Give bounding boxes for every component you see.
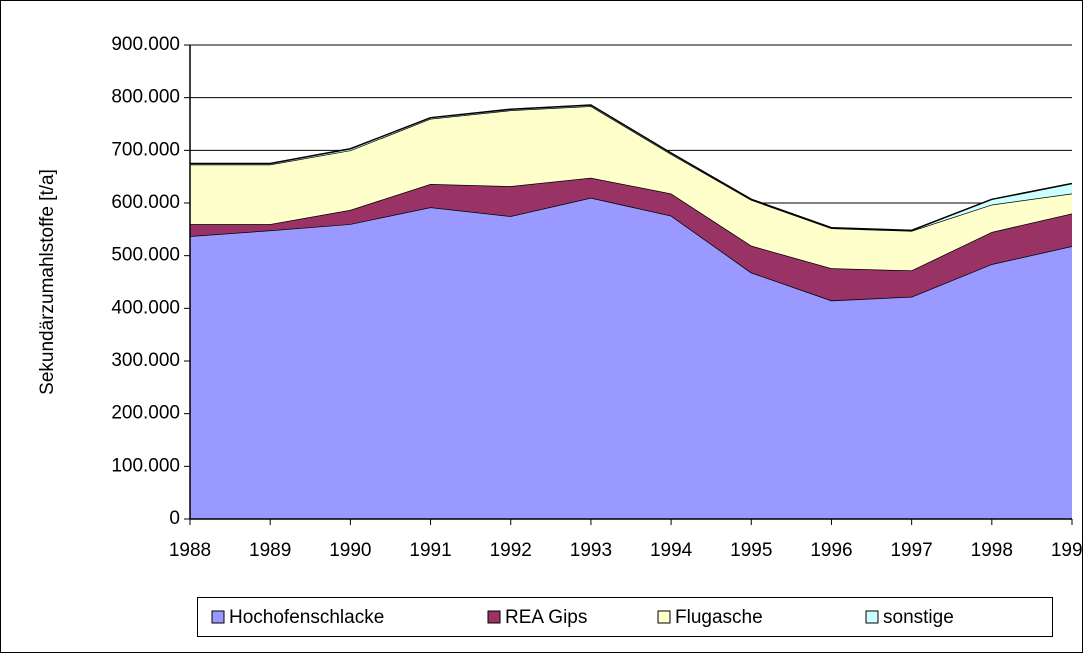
- x-tick-label: 1989: [249, 540, 291, 561]
- x-tick-label: 1997: [890, 540, 932, 561]
- area: [190, 177, 1072, 301]
- legend-label: REA Gips: [505, 607, 587, 628]
- y-tick-label: 800.000: [111, 87, 180, 108]
- x-tick-label: 1991: [409, 540, 451, 561]
- legend-label: sonstige: [883, 607, 954, 628]
- x-tick-label: 1990: [329, 540, 371, 561]
- area-edge: [190, 104, 1073, 232]
- x-tick-label: 1993: [570, 540, 612, 561]
- y-tick-label: 0: [169, 508, 180, 529]
- y-tick-label: 900.000: [111, 34, 180, 55]
- y-tick-label: 300.000: [111, 350, 180, 371]
- y-tick-label: 200.000: [111, 403, 180, 424]
- area: [190, 197, 1072, 519]
- legend: Hochofenschlacke REA Gips Flugasche sonstig…: [197, 597, 1053, 637]
- legend-swatch: [487, 610, 501, 624]
- y-tick-label: 700.000: [111, 139, 180, 160]
- legend-label: Hochofenschlacke: [229, 607, 384, 628]
- legend-swatch: [657, 610, 671, 624]
- y-axis-label: Sekundärzumahlstoffe [t/a]: [37, 169, 58, 395]
- y-tick-label: 600.000: [111, 192, 180, 213]
- legend-box: [197, 597, 1053, 637]
- x-tick-label: 1994: [650, 540, 693, 561]
- x-tick-label: 1995: [730, 540, 772, 561]
- x-tick-label: 1999: [1051, 540, 1083, 561]
- x-tick-label: 1996: [810, 540, 852, 561]
- x-tick-label: 1998: [971, 540, 1013, 561]
- legend-swatch: [211, 610, 225, 624]
- legend-label: Flugasche: [675, 607, 763, 628]
- y-tick-label: 500.000: [111, 245, 180, 266]
- y-tick-label: 100.000: [111, 455, 180, 476]
- y-tick-label: 400.000: [111, 297, 180, 318]
- legend-swatch: [865, 610, 879, 624]
- x-tick-label: 1988: [169, 540, 211, 561]
- x-tick-label: 1992: [490, 540, 532, 561]
